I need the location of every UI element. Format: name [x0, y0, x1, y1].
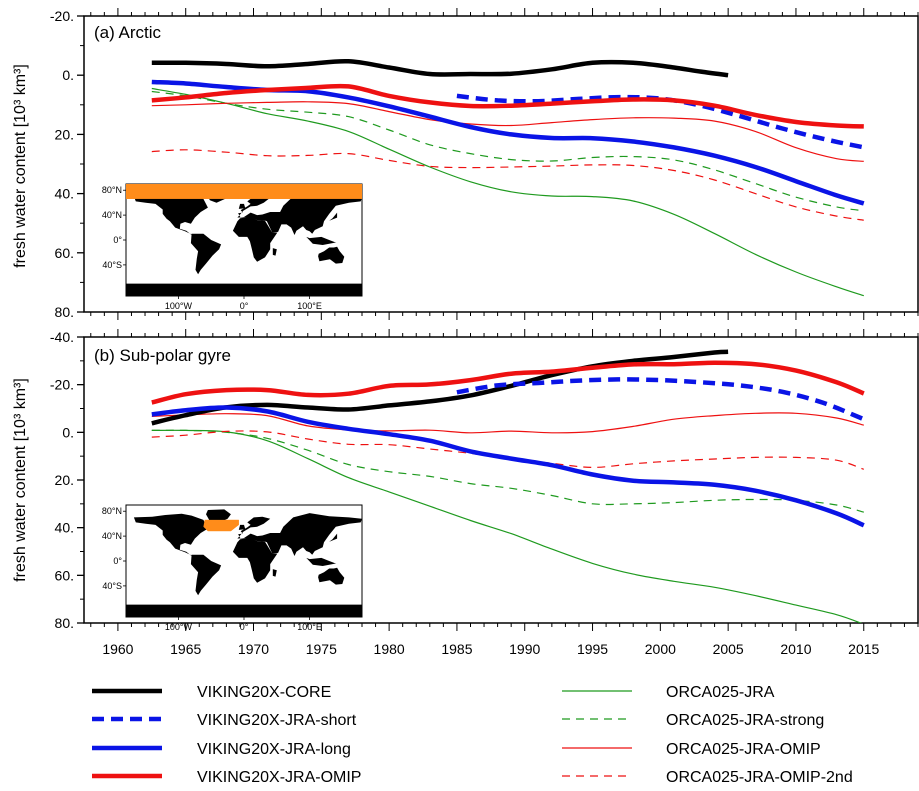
- legend-label-viking20x-jra-long: VIKING20X-JRA-long: [197, 741, 351, 758]
- x-tick-label-2000: 2000: [645, 641, 676, 657]
- inset-land: [272, 569, 277, 577]
- inset-lat-label: 40°N: [102, 210, 122, 220]
- inset-land: [329, 533, 338, 542]
- x-tick-label-2005: 2005: [713, 641, 744, 657]
- panel-arctic-y-axis: -20. 0. 20. 40. 60. 80.: [50, 8, 84, 320]
- series-orca025-jra-omip-2nd: [151, 149, 864, 221]
- x-tick-label-2010: 2010: [780, 641, 811, 657]
- inset-lon-label: 0°: [240, 622, 249, 632]
- inset-land: [237, 192, 362, 235]
- subpolar-y-tick-label: 20.: [55, 472, 74, 488]
- inset-land: [133, 192, 208, 235]
- subpolar-y-tick-label: 60.: [55, 567, 74, 583]
- subpolar-y-tick-label: 0.: [62, 424, 74, 440]
- inset-highlight-region-overlay: [203, 519, 239, 532]
- series-orca025-jra-strong: [151, 90, 864, 212]
- arctic-y-tick-label: 20.: [55, 126, 74, 142]
- panel-arctic-x-ticks: [90, 8, 919, 320]
- inset-lat-label: 80°N: [102, 185, 122, 195]
- inset-lat-label: 40°S: [102, 581, 122, 591]
- inset-land: [237, 513, 362, 556]
- series-orca025-jra-omip: [151, 101, 864, 162]
- inset-lat-label: 40°N: [102, 531, 122, 541]
- arctic-y-tick-label: -20.: [50, 8, 74, 24]
- panel-subpolar-series: [151, 349, 865, 623]
- inset-lon-label: 100°E: [297, 622, 322, 632]
- inset-lon-label: 0°: [240, 301, 249, 311]
- series-orca025-jra-strong: [151, 429, 864, 513]
- inset-land: [318, 567, 345, 585]
- inset-lon-label: 100°E: [297, 301, 322, 311]
- series-orca025-jra-omip-2nd: [151, 430, 864, 470]
- inset-lat-label: 0°: [113, 556, 122, 566]
- inset-lat-label: 80°N: [102, 506, 122, 516]
- subpolar-y-tick-label: -20.: [50, 377, 74, 393]
- inset-land: [318, 246, 345, 264]
- panel-subpolar-title: (b) Sub-polar gyre: [94, 346, 231, 365]
- inset-lat-label: 0°: [113, 235, 122, 245]
- x-tick-label-1985: 1985: [441, 641, 472, 657]
- x-tick-label-1990: 1990: [509, 641, 540, 657]
- subpolar-y-tick-label: -40.: [50, 329, 74, 345]
- inset-land: [329, 212, 338, 221]
- x-tick-label-1995: 1995: [577, 641, 608, 657]
- series-orca025-jra-omip: [151, 412, 864, 434]
- legend-label-orca025-jra-strong: ORCA025-JRA-strong: [666, 712, 824, 729]
- panel-subpolar-x-axis: 1960 1965 1970 1975 1980 1985 1990 1995 2000 2005…: [90, 329, 919, 657]
- series-viking20x-jra-long: [151, 405, 865, 528]
- panel-arctic-series: [151, 58, 865, 297]
- arctic-y-tick-label: 80.: [55, 304, 74, 320]
- x-tick-label-1975: 1975: [306, 641, 337, 657]
- arctic-y-tick-label: 40.: [55, 186, 74, 202]
- x-tick-label-1960: 1960: [102, 641, 133, 657]
- panel-arctic-title: (a) Arctic: [94, 23, 162, 42]
- legend-label-viking20x-jra-omip: VIKING20X-JRA-OMIP: [197, 769, 361, 786]
- panel-arctic-y-axis-label: fresh water content [10³ km³]: [12, 64, 29, 268]
- subpolar-y-tick-label: 40.: [55, 520, 74, 536]
- series-viking20x-core: [151, 349, 729, 426]
- inset-highlight-region-overlay: [126, 184, 362, 199]
- panel-subpolar-y-axis-label: fresh water content [10³ km³]: [12, 378, 29, 582]
- inset-lat-label: 40°S: [102, 260, 122, 270]
- legend-label-orca025-jra-omip-2nd: ORCA025-JRA-OMIP-2nd: [666, 769, 853, 786]
- inset-land: [238, 524, 246, 530]
- x-tick-label-2015: 2015: [848, 641, 879, 657]
- arctic-y-tick-label: 0.: [62, 67, 74, 83]
- legend: VIKING20X-CORE VIKING20X-JRA-short VIKING2…: [92, 684, 853, 786]
- x-tick-label-1965: 1965: [170, 641, 201, 657]
- inset-lon-label: 100°W: [165, 622, 193, 632]
- inset-land: [126, 604, 362, 617]
- series-viking20x-jra-omip: [151, 83, 864, 129]
- arctic-y-tick-label: 60.: [55, 245, 74, 261]
- panel-arctic: -20. 0. 20. 40. 60. 80. (a) Arctic 80°N 40°N 0°…: [50, 8, 919, 320]
- inset-lon-label: 100°W: [165, 301, 193, 311]
- inset-land: [232, 217, 278, 262]
- inset-land: [126, 283, 362, 296]
- panel-subpolar-gyre: -40.-20.0.20.40.60.80. 1960 1965 1970 1975 1…: [50, 329, 919, 657]
- subpolar-y-tick-label: 80.: [55, 615, 74, 631]
- legend-label-orca025-jra: ORCA025-JRA: [666, 684, 775, 701]
- inset-land: [306, 557, 343, 566]
- x-tick-label-1980: 1980: [374, 641, 405, 657]
- series-viking20x-core: [151, 58, 729, 78]
- legend-label-viking20x-jra-short: VIKING20X-JRA-short: [197, 712, 357, 729]
- inset-land: [232, 538, 278, 583]
- series-orca025-jra: [151, 429, 863, 623]
- inset-land: [190, 233, 222, 275]
- inset-land: [306, 236, 343, 245]
- panel-subpolar-y-axis: -40. -20. 0. 20. 40. 60. 80.: [50, 329, 84, 631]
- x-tick-label-1970: 1970: [238, 641, 269, 657]
- series-orca025-jra: [151, 87, 864, 297]
- legend-label-orca025-jra-omip: ORCA025-JRA-OMIP: [666, 741, 821, 758]
- inset-land: [190, 554, 222, 596]
- inset-land: [238, 203, 246, 209]
- inset-land: [272, 248, 277, 256]
- inset-map-arctic: 80°N 40°N 0° 40°S 100°W 0° 100°E: [102, 183, 363, 311]
- series-viking20x-jra-omip: [151, 360, 865, 405]
- inset-land: [133, 513, 208, 556]
- legend-label-viking20x-core: VIKING20X-CORE: [197, 684, 331, 701]
- inset-map-subpolar: 80°N 40°N 0° 40°S 100°W 0° 100°E: [102, 504, 363, 632]
